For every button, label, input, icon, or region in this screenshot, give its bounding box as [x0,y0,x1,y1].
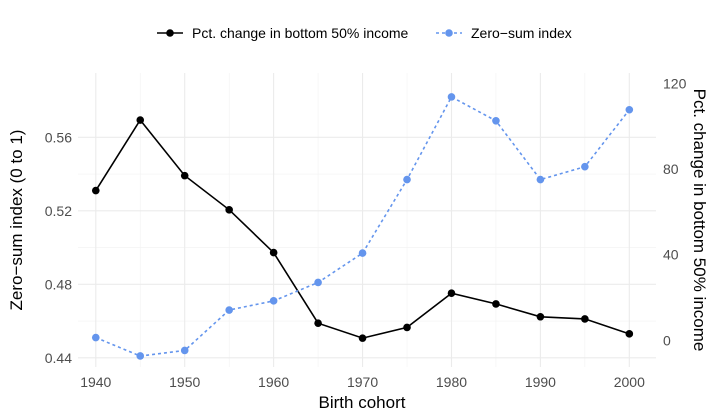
data-point-income [625,330,634,338]
data-point-income [225,206,233,214]
data-point-zero-sum [314,278,322,287]
data-point-zero-sum [403,175,411,184]
data-point-income [536,312,545,321]
data-point-zero-sum [180,346,189,355]
data-point-zero-sum [625,105,634,114]
data-point-income [447,289,456,298]
left-y-tick-label: 0.44 [45,350,72,366]
data-point-income [403,323,411,332]
x-tick-label: 1950 [169,374,200,390]
left-y-tick-label: 0.48 [45,276,72,292]
data-point-income [314,319,322,327]
x-tick-label: 1980 [436,374,467,390]
x-axis-title: Birth cohort [319,393,406,412]
x-tick-label: 1960 [258,374,289,390]
data-point-zero-sum [269,297,278,305]
right-y-tick-label: 80 [663,161,679,177]
legend-label-zero-sum: Zero−sum index [471,25,572,41]
left-y-tick-label: 0.52 [45,203,72,219]
right-y-tick-label: 120 [663,76,687,92]
data-point-income [358,334,367,342]
data-point-zero-sum [225,306,233,314]
legend-key-point-zero-sum [445,29,453,37]
data-point-income [269,248,278,257]
data-point-zero-sum [492,116,500,125]
right-y-tick-label: 40 [663,247,679,263]
left-y-tick-label: 0.56 [45,129,72,145]
data-point-zero-sum [136,352,145,360]
data-point-zero-sum [358,249,367,257]
data-point-zero-sum [91,333,100,342]
data-point-income [581,315,589,323]
x-tick-label: 1990 [525,374,556,390]
legend-item-zero-sum: Zero−sum index [436,25,572,41]
data-point-income [91,186,100,195]
data-point-zero-sum [581,162,589,171]
data-point-income [492,300,500,308]
data-point-zero-sum [536,175,545,184]
data-point-zero-sum [447,93,456,101]
series [91,93,634,360]
right-y-axis-title: Pct. change in bottom 50% income [690,89,709,352]
x-tick-label: 1970 [347,374,378,390]
legend-item-income: Pct. change in bottom 50% income [157,25,409,41]
x-tick-label: 2000 [614,374,645,390]
x-tick-label: 1940 [80,374,111,390]
legend-label-income: Pct. change in bottom 50% income [192,25,409,41]
legend: Pct. change in bottom 50% income Zero−su… [157,25,572,41]
data-point-income [136,116,145,124]
left-y-axis-title: Zero−sum index (0 to 1) [7,130,26,311]
legend-key-point-income [166,29,174,37]
right-y-tick-label: 0 [663,332,671,348]
axes: Birth cohort Zero−sum index (0 to 1) Pct… [7,76,709,412]
data-point-income [180,171,189,180]
grid [78,73,656,367]
